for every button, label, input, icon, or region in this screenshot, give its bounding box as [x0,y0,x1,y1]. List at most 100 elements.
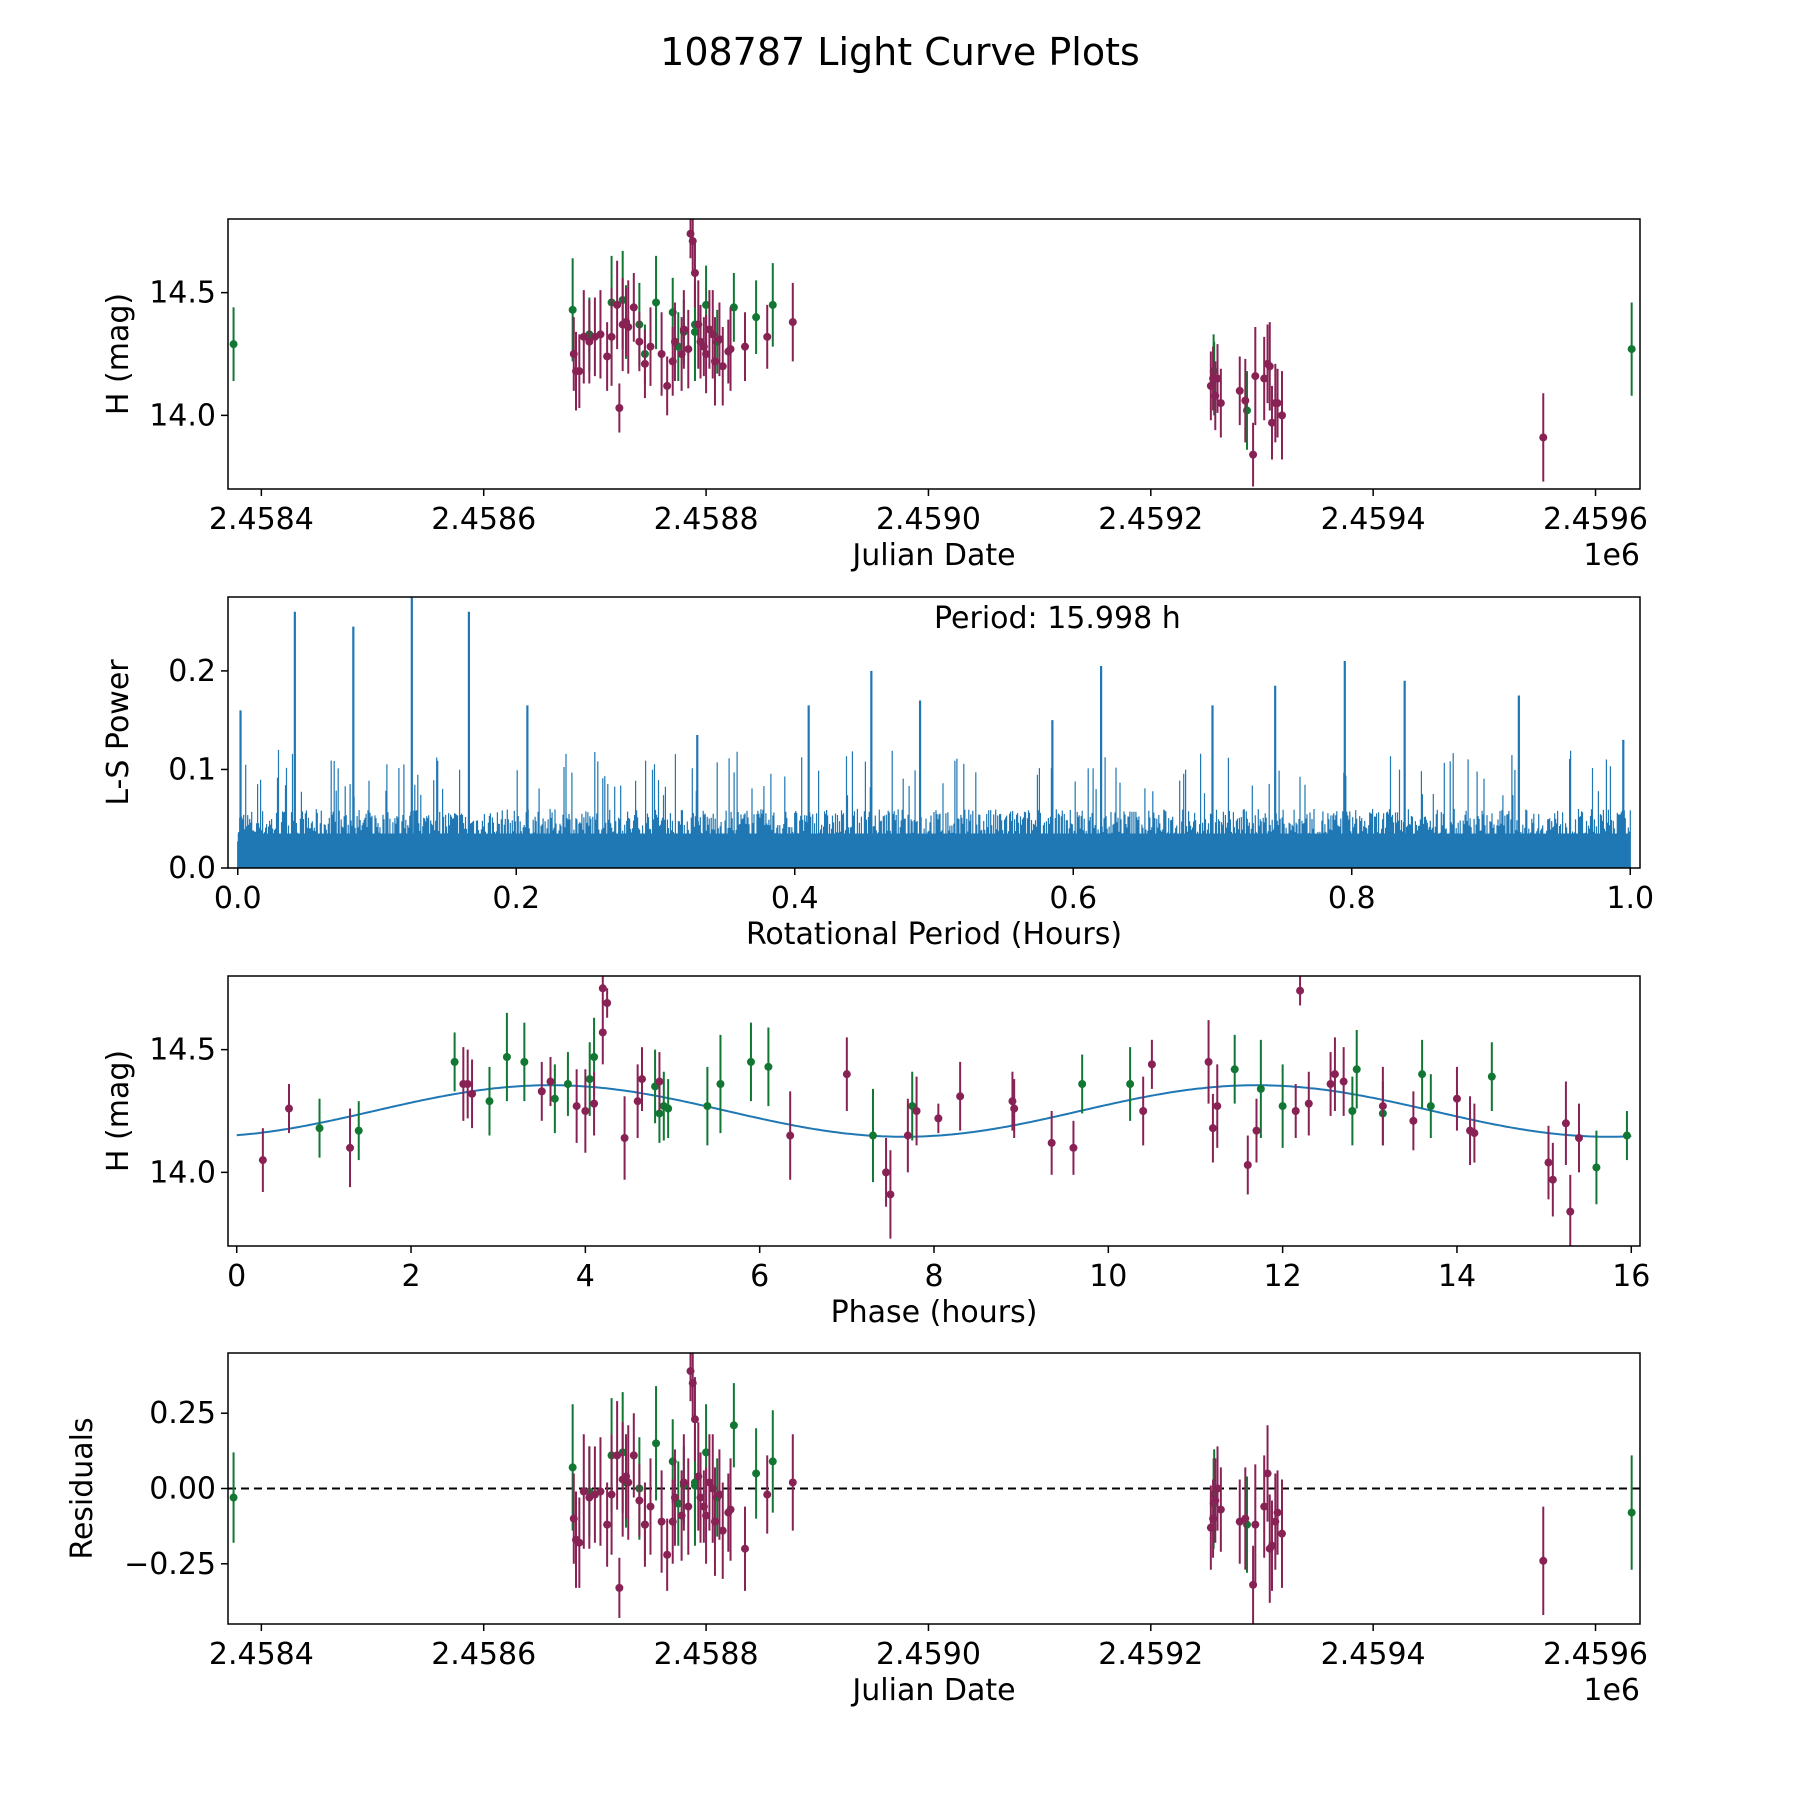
purple-point [607,1490,616,1499]
purple-point [912,1107,921,1115]
green-point [716,1080,725,1088]
purple-point [579,332,588,341]
purple-point [1252,1126,1261,1135]
x-tick-label: 2.4592 [1098,1637,1203,1672]
purple-point [657,1517,666,1526]
green-point [768,300,777,309]
purple-point [1241,1514,1250,1523]
purple-point [603,352,612,361]
green-point [1627,1508,1636,1517]
green-point [746,1057,755,1066]
purple-point [1273,399,1282,408]
y-tick-label: 14.0 [149,398,216,433]
purple-point [1260,374,1269,383]
purple-point [718,362,727,371]
purple-point [1251,372,1260,381]
green-point [520,1057,529,1066]
purple-point [1213,1102,1222,1111]
purple-point [463,1080,472,1088]
green-point [485,1097,494,1106]
purple-point [842,1070,851,1079]
purple-point [1378,1102,1387,1111]
green-point [354,1126,363,1135]
x-tick-label: 2.4590 [876,1637,981,1672]
green-point [1348,1107,1357,1115]
purple-point [1330,1070,1339,1079]
purple-point [607,332,616,341]
green-point [229,1493,238,1502]
purple-point [956,1092,965,1101]
purple-point [468,1089,477,1098]
purple-point [726,345,735,354]
purple-point [546,1077,555,1086]
purple-point [1339,1077,1348,1086]
green-point [1352,1065,1361,1074]
purple-point [613,1451,622,1460]
purple-point [640,359,649,368]
y-tick-label: 0.00 [149,1472,216,1507]
y-tick-label: 14.5 [149,1033,216,1068]
y-tick-label: −0.25 [124,1547,216,1582]
purple-point [598,1028,607,1037]
lightcurve-x-offset: 1e6 [1583,538,1640,573]
purple-point [886,1190,895,1199]
x-tick-label: 2.4584 [209,502,314,537]
purple-point [670,337,679,346]
period-annotation: Period: 15.998 h [934,601,1181,636]
purple-point [1273,1508,1282,1517]
x-tick-label: 4 [576,1259,595,1294]
periodogram-floor [237,833,1631,868]
green-point [702,300,711,309]
purple-point [646,342,655,351]
purple-point [1213,1484,1222,1493]
purple-point [575,1538,584,1547]
purple-point [1243,1161,1252,1169]
lightcurve-xlabel: Julian Date [850,538,1015,573]
axes-frame [227,596,1641,869]
green-point [550,1094,559,1103]
purple-point [1539,433,1548,442]
green-point [590,1053,599,1061]
periodogram-xlabel: Rotational Period (Hours) [746,917,1122,952]
y-tick-label: 14.5 [149,276,216,311]
y-tick-label: 0.25 [149,1396,216,1431]
purple-point [690,1415,699,1424]
x-tick-label: 0.4 [771,881,819,916]
purple-point [1139,1107,1148,1115]
purple-point [657,350,666,358]
green-point [1426,1102,1435,1111]
purple-point [710,357,719,366]
purple-point [1409,1116,1418,1125]
x-tick-label: 14 [1438,1259,1476,1294]
purple-point [684,345,693,354]
residuals-xlabel: Julian Date [850,1673,1015,1708]
green-point [1622,1131,1631,1140]
purple-point [1267,1541,1276,1550]
purple-point [715,335,724,344]
purple-point [1544,1158,1553,1167]
purple-point [663,1550,672,1559]
green-point [703,1102,712,1111]
purple-point [715,1490,724,1499]
purple-point [679,1478,688,1487]
green-point [1627,345,1636,354]
purple-point [1267,418,1276,427]
y-tick-label: 14.0 [149,1155,216,1190]
green-point [229,340,238,349]
purple-point [590,1099,599,1108]
purple-point [740,1544,749,1553]
purple-point [646,1502,655,1511]
purple-point [740,342,749,351]
x-tick-label: 8 [924,1259,943,1294]
purple-point [1235,386,1244,395]
purple-point [1069,1143,1078,1152]
purple-point [1452,1094,1461,1103]
plot-area [236,976,1632,1246]
x-tick-label: 2.4596 [1543,502,1648,537]
purple-point [1470,1129,1479,1138]
purple-point [655,1077,664,1086]
green-point [664,1104,673,1113]
purple-point [786,1131,795,1140]
green-point [868,1131,877,1140]
green-point [764,1062,773,1071]
